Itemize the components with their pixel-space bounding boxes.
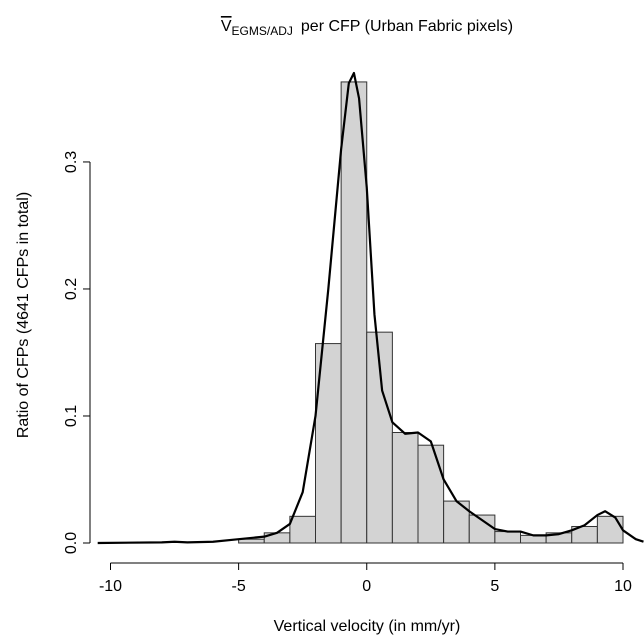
title-symbol: V <box>221 18 232 35</box>
x-tick-label: 5 <box>490 578 499 595</box>
bar <box>417 444 445 544</box>
y-tick-label: 0.3 <box>63 151 80 173</box>
bar <box>520 534 547 544</box>
y-tick-label: 0.0 <box>63 532 80 554</box>
title-subscript: EGMS/ADJ <box>232 24 293 38</box>
y-tick-label: 0.1 <box>63 405 80 427</box>
y-axis-title: Ratio of CFPs (4641 CFPs in total) <box>15 192 32 438</box>
x-tick-label: 10 <box>614 578 632 595</box>
bar <box>494 531 521 544</box>
x-tick-label: -5 <box>232 578 246 595</box>
title-rest: per CFP (Urban Fabric pixels) <box>301 18 513 35</box>
bar <box>596 515 624 544</box>
x-tick-label: 0 <box>362 578 371 595</box>
density-curve <box>97 71 644 545</box>
bar <box>391 431 419 544</box>
x-axis-title: Vertical velocity (in mm/yr) <box>274 618 461 635</box>
x-tick-label: -10 <box>99 578 122 595</box>
y-tick-label: 0.2 <box>63 278 80 300</box>
bar <box>289 515 316 544</box>
chart-title: VEGMS/ADJ per CFP (Urban Fabric pixels) <box>221 18 513 38</box>
bar <box>340 81 368 544</box>
